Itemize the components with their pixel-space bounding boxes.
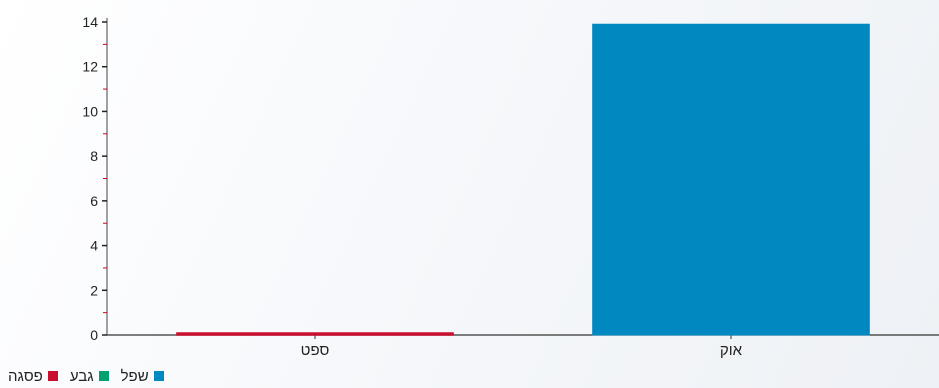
legend-label-peak: פסגה [8, 367, 43, 385]
legend-swatch-peak [47, 371, 58, 381]
y-tick-label-0: 0 [90, 327, 98, 343]
legend: פסגה גבע שפל [8, 366, 164, 386]
x-category-label-1: אוק [720, 342, 743, 359]
y-tick-label-12: 12 [82, 59, 98, 75]
x-axis: ספט אוק [107, 334, 939, 359]
bars [176, 23, 870, 336]
y-axis: 0 2 4 6 8 10 12 14 [82, 14, 108, 343]
legend-item-low[interactable]: שפל [121, 368, 164, 385]
bar-0-series-0 [176, 332, 454, 336]
y-tick-label-4: 4 [90, 238, 98, 254]
legend-swatch-ridge [98, 371, 109, 381]
legend-label-ridge: גבע [69, 367, 94, 385]
legend-item-peak[interactable]: פסגה [8, 368, 58, 385]
y-tick-label-6: 6 [90, 193, 98, 209]
bar-1-series-2 [592, 23, 870, 336]
y-tick-label-10: 10 [82, 103, 98, 119]
y-tick-label-2: 2 [90, 282, 98, 298]
legend-item-ridge[interactable]: גבע [70, 368, 109, 385]
x-category-label-0: ספט [301, 342, 330, 359]
y-tick-label-8: 8 [90, 148, 98, 164]
legend-swatch-low [153, 371, 164, 381]
y-tick-label-14: 14 [82, 14, 98, 30]
legend-label-low: שפל [120, 367, 149, 385]
